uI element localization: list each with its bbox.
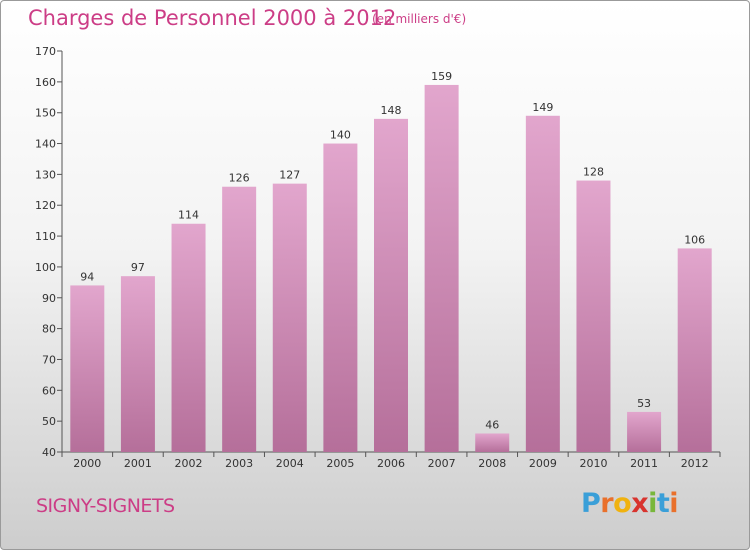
bars [70,84,712,453]
y-tick-label: 140 [35,138,56,151]
axes: 40 50 60 70 80 90 100 110 120 130 140 150 160 170 2000… [35,45,721,470]
logo-letter: t [656,488,670,519]
data-label: 126 [229,172,250,185]
y-tick-label: 60 [42,384,56,397]
y-tick-label: 50 [42,415,56,428]
bar [70,285,105,452]
bar [222,186,257,452]
x-tick-label: 2008 [478,457,506,470]
data-label: 140 [330,129,351,142]
data-label: 148 [381,104,402,117]
proxiti-logo[interactable]: Proxiti [581,488,679,519]
y-tick-label: 120 [35,199,56,212]
bar [677,248,712,452]
chart-title: Charges de Personnel 2000 à 2012 [28,6,397,30]
bar [525,115,560,453]
y-tick-label: 40 [42,446,56,459]
bar [576,180,611,453]
logo-letter: i [648,488,657,519]
x-tick-label: 2011 [630,457,658,470]
bar [120,276,155,452]
x-tick-label: 2004 [276,457,304,470]
y-tick-label: 170 [35,45,56,58]
y-tick-label: 100 [35,261,56,274]
data-labels: 94 97 114 126 127 140 148 159 46 149 128 53 106 [80,70,705,432]
x-tick-label: 2001 [124,457,152,470]
x-tick-label: 2012 [681,457,709,470]
commune-name: SIGNY-SIGNETS [36,495,175,517]
x-tick-label: 2003 [225,457,253,470]
x-tick-label: 2000 [73,457,101,470]
x-tick-label: 2006 [377,457,405,470]
data-label: 149 [532,101,553,114]
y-tick-label: 110 [35,230,56,243]
bar [627,411,662,452]
data-label: 97 [131,261,145,274]
x-tick-label: 2005 [326,457,354,470]
data-label: 94 [80,270,94,283]
y-tick-label: 150 [35,107,56,120]
logo-letter: i [669,488,679,519]
chart-subtitle: (en milliers d'€) [372,12,467,26]
logo-letter: P [581,488,601,519]
bar [171,223,206,452]
data-label: 114 [178,209,199,222]
bar [323,143,358,453]
x-tick-label: 2009 [529,457,557,470]
bar [272,183,307,452]
data-label: 53 [637,397,651,410]
logo-letter: r [600,488,614,519]
bar [424,84,459,452]
x-tick-label: 2002 [175,457,203,470]
logo-letter: x [631,488,649,519]
logo-letter: o [613,488,632,519]
y-tick-label: 130 [35,168,56,181]
bar [475,433,510,452]
y-tick-label: 160 [35,76,56,89]
x-tick-label: 2007 [428,457,456,470]
data-label: 106 [684,233,705,246]
data-label: 127 [279,169,300,182]
data-label: 128 [583,166,604,179]
bar [374,118,408,452]
data-label: 46 [485,418,499,431]
y-tick-label: 80 [42,323,56,336]
x-tick-label: 2010 [579,457,607,470]
data-label: 159 [431,70,452,83]
y-tick-label: 90 [42,292,56,305]
y-tick-label: 70 [42,353,56,366]
